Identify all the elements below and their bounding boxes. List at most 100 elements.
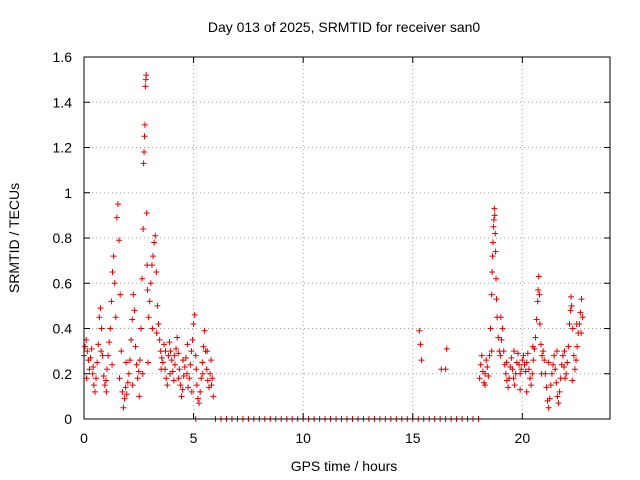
data-point — [113, 214, 120, 221]
data-point — [120, 404, 127, 411]
data-point — [149, 325, 156, 332]
data-point — [528, 382, 535, 389]
data-point — [102, 377, 109, 384]
data-point — [133, 361, 140, 368]
data-point — [525, 366, 532, 373]
data-point — [535, 287, 542, 294]
y-tick-label: 1.2 — [53, 140, 73, 156]
tick-marks — [83, 56, 610, 420]
data-point — [158, 354, 165, 361]
data-point — [94, 359, 101, 366]
data-point — [574, 343, 581, 350]
data-point — [111, 280, 118, 287]
data-point — [116, 237, 123, 244]
data-point — [564, 359, 571, 366]
data-point — [159, 359, 166, 366]
data-point — [96, 314, 103, 321]
data-point — [541, 357, 548, 364]
data-point — [417, 341, 424, 348]
y-tick-label: 0.8 — [53, 230, 73, 246]
data-point — [527, 375, 534, 382]
x-tick-label: 20 — [515, 430, 531, 446]
data-point — [139, 370, 146, 377]
data-point — [185, 384, 192, 391]
data-point — [166, 339, 173, 346]
data-point — [193, 382, 200, 389]
data-point — [188, 348, 195, 355]
data-point — [569, 325, 576, 332]
data-point — [88, 345, 95, 352]
data-point — [194, 395, 201, 402]
data-point — [143, 72, 150, 79]
data-point — [101, 382, 108, 389]
data-point — [556, 388, 563, 395]
data-point — [132, 343, 139, 350]
data-point — [106, 339, 113, 346]
y-tick-label: 1.4 — [53, 94, 73, 110]
data-point — [190, 320, 197, 327]
data-point — [143, 210, 150, 217]
data-point — [503, 359, 510, 366]
data-point — [136, 357, 143, 364]
data-point — [561, 348, 568, 355]
data-point — [124, 379, 131, 386]
data-point — [107, 325, 114, 332]
data-point — [84, 348, 91, 355]
data-point — [519, 357, 526, 364]
data-point — [490, 216, 497, 223]
data-point — [90, 382, 97, 389]
data-point — [490, 223, 497, 230]
data-point — [207, 370, 214, 377]
x-axis-label: GPS time / hours — [291, 458, 398, 474]
data-point — [91, 388, 98, 395]
data-point — [154, 302, 161, 309]
data-point — [199, 359, 206, 366]
data-point — [119, 388, 126, 395]
data-point — [483, 357, 490, 364]
data-point — [140, 160, 147, 167]
data-point — [168, 357, 175, 364]
data-point — [517, 370, 524, 377]
x-tick-label: 15 — [405, 430, 421, 446]
y-tick-label: 0.6 — [53, 275, 73, 291]
data-point — [167, 348, 174, 355]
data-point — [209, 375, 216, 382]
data-point — [550, 361, 557, 368]
data-point — [108, 298, 115, 305]
data-point — [546, 395, 553, 402]
data-point — [151, 239, 158, 246]
data-point — [489, 253, 496, 260]
data-point — [488, 291, 495, 298]
data-point — [210, 393, 217, 400]
data-point — [155, 320, 162, 327]
data-point — [83, 375, 90, 382]
data-point — [176, 366, 183, 373]
x-tick-labels: 0 5 10 15 20 — [80, 430, 530, 446]
data-point — [204, 377, 211, 384]
data-point — [135, 368, 142, 375]
data-point — [208, 357, 215, 364]
data-point — [543, 384, 550, 391]
data-point — [140, 225, 147, 232]
data-point — [136, 393, 143, 400]
chart-title: Day 013 of 2025, SRMTID for receiver san… — [208, 19, 481, 35]
data-point — [522, 368, 529, 375]
data-point — [98, 348, 105, 355]
data-point — [103, 388, 110, 395]
data-point — [520, 352, 527, 359]
data-point — [491, 212, 498, 219]
data-point — [188, 388, 195, 395]
y-tick-label: 1.6 — [53, 49, 73, 65]
data-point — [518, 366, 525, 373]
data-point — [131, 307, 138, 314]
data-point — [164, 382, 171, 389]
data-point — [110, 253, 117, 260]
data-point — [148, 262, 155, 269]
data-point — [129, 382, 136, 389]
data-point — [578, 296, 585, 303]
data-point — [536, 320, 543, 327]
data-point — [141, 121, 148, 128]
data-point — [87, 354, 94, 361]
data-point — [152, 232, 159, 239]
